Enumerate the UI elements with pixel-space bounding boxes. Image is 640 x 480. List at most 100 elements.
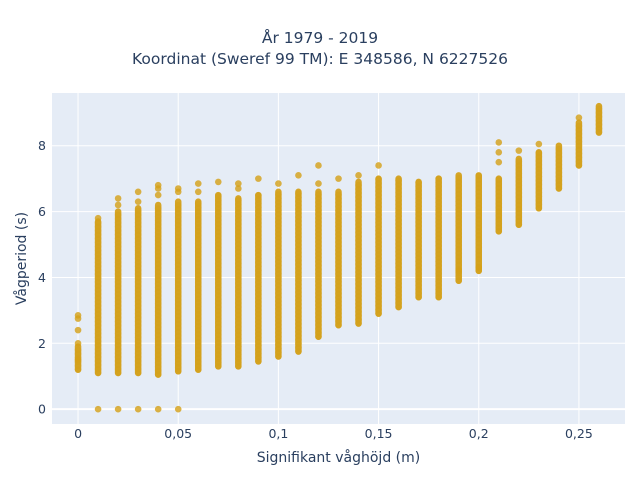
y-tick-label: 8 [38,138,46,153]
data-point [94,214,102,222]
x-tick-label: 0,2 [469,426,489,441]
point-column [174,185,182,413]
data-point [194,180,202,187]
data-point [575,114,583,122]
data-point [455,267,463,275]
point-column [495,139,503,235]
point-column [395,175,402,311]
data-point [235,185,242,192]
data-point [555,145,563,153]
data-point [335,191,342,199]
data-point [475,172,483,180]
point-column [154,181,162,413]
point-column [315,162,322,341]
point-column [255,175,262,365]
data-point [174,185,182,192]
data-point [415,179,422,186]
data-point [495,176,503,184]
data-point [495,139,503,146]
point-column [455,172,463,285]
point-column [375,162,382,317]
data-point [315,191,322,198]
data-point [134,207,142,215]
data-point [375,175,382,183]
point-column [595,102,603,136]
data-point [114,211,122,219]
data-point [74,346,82,354]
point-column [94,214,102,413]
point-column [335,175,342,329]
data-point [455,174,463,182]
data-point [435,175,442,182]
point-column [114,195,122,413]
data-point [515,158,523,165]
data-point [395,177,402,184]
data-point [275,180,282,187]
point-column [575,114,583,169]
data-point [114,405,122,413]
data-point [174,202,182,209]
point-column [435,175,442,301]
y-tick-label: 6 [38,204,46,219]
x-axis-label: Signifikant våghöjd (m) [257,449,420,466]
y-tick-label: 0 [38,402,46,417]
x-tick-label: 0,1 [268,426,288,441]
x-tick-label: 0,05 [164,426,192,441]
x-tick-label: 0,15 [365,426,393,441]
point-column [555,142,563,192]
data-point [315,180,322,187]
data-point [495,148,503,156]
data-point [134,405,142,413]
data-point [134,198,142,205]
point-column [235,180,242,370]
data-point [275,191,282,198]
point-column [415,178,422,301]
data-point [535,149,543,157]
point-column [515,147,523,229]
data-point [355,181,362,189]
data-point [255,175,262,182]
x-tick-label: 0 [74,426,82,441]
data-point [74,340,82,347]
data-point [134,188,142,196]
data-point [235,197,242,204]
data-point [575,122,583,130]
data-point [154,405,162,413]
data-point [114,195,122,202]
data-point [94,219,102,227]
point-column [194,180,202,373]
data-point [475,264,483,271]
data-point [194,188,202,196]
data-point [235,180,242,187]
data-point [295,172,302,179]
data-point [495,158,503,166]
data-point [214,178,222,186]
data-point [194,200,202,207]
point-column [475,172,483,275]
data-point [255,192,262,199]
y-axis-label: Vågperiod (s) [13,212,30,305]
data-point [74,356,82,364]
data-point [214,193,222,200]
data-point [595,105,603,113]
y-tick-label: 2 [38,336,46,351]
data-point [154,191,162,199]
data-point [154,205,162,212]
y-axis-ticks: 0 2 4 6 8 [38,138,46,416]
point-column [535,140,543,212]
data-point [154,181,162,189]
data-point [375,162,382,169]
data-point [174,405,182,413]
point-column [355,172,362,327]
point-column [134,188,142,413]
data-points [74,102,603,413]
data-point [114,201,122,209]
y-tick-label: 4 [38,270,46,285]
data-point [295,190,302,197]
point-column [295,172,302,355]
x-axis-ticks: 0 0,05 0,1 0,15 0,2 0,25 [74,426,593,441]
data-point [315,162,322,169]
data-point [515,147,523,154]
data-point [355,172,362,179]
